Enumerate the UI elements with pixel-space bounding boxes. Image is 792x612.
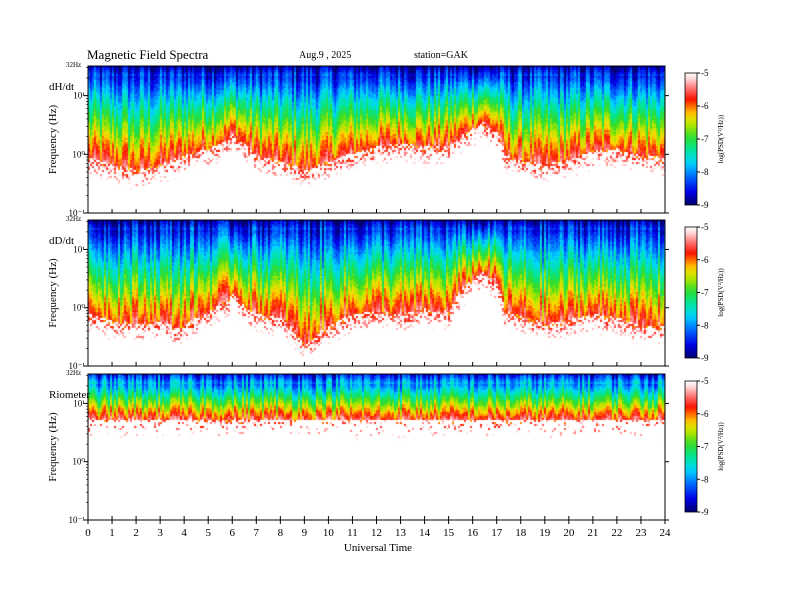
x-tick-label: 0	[85, 527, 91, 539]
colorbar-tick-label: -5	[701, 376, 709, 386]
y-tick-label: 10⁰	[72, 457, 85, 467]
x-tick-label: 21	[587, 527, 598, 539]
x-tick-label: 1	[109, 527, 115, 539]
colorbar-tick-label: -5	[701, 222, 709, 232]
y-axis-label: Frequency (Hz)	[47, 258, 59, 328]
colorbar-tick-label: -8	[701, 320, 709, 330]
spectrogram-panel: Riometer 32Hz 10¹ 10⁰ 10⁻¹ Frequency (Hz) -5 -6…	[47, 369, 725, 525]
colorbar-tick-label: -6	[701, 409, 709, 419]
spectrogram-panels: dH/dt 32Hz 10¹ 10⁰ 10⁻¹ Frequency (Hz) -5 -6 -7 -…	[47, 61, 725, 525]
colorbar-tick-label: -8	[701, 474, 709, 484]
x-tick-label: 3	[157, 527, 163, 539]
panel-top-label: 32Hz	[66, 61, 81, 69]
x-tick-label: 18	[515, 527, 527, 539]
colorbar-tick-label: -6	[701, 101, 709, 111]
x-tick-label: 24	[660, 527, 672, 539]
x-tick-label: 17	[491, 527, 503, 539]
station-label: station=GAK	[414, 50, 469, 61]
panel-top-label: 32Hz	[66, 369, 81, 377]
x-tick-label: 7	[254, 527, 260, 539]
colorbar-tick-label: -8	[701, 167, 709, 177]
x-tick-label: 14	[419, 527, 431, 539]
x-tick-label: 16	[467, 527, 479, 539]
x-axis-label: Universal Time	[344, 542, 412, 554]
panel-label: dD/dt	[49, 235, 74, 247]
colorbar	[684, 226, 698, 359]
y-tick-label: 10⁰	[72, 303, 85, 313]
colorbar-tick-label: -9	[701, 507, 709, 517]
x-tick-label: 4	[181, 527, 187, 539]
x-tick-label: 11	[347, 527, 358, 539]
spectrogram-panel: dH/dt 32Hz 10¹ 10⁰ 10⁻¹ Frequency (Hz) -5 -6 -7 -…	[47, 61, 725, 218]
x-tick-label: 13	[395, 527, 407, 539]
x-tick-label: 6	[230, 527, 236, 539]
y-tick-label: 10¹	[73, 398, 85, 408]
colorbar-tick-label: -7	[701, 288, 709, 298]
colorbar-tick-label: -9	[701, 200, 709, 210]
spectrogram-heatmap	[88, 374, 665, 520]
x-tick-label: 12	[371, 527, 382, 539]
colorbar-tick-label: -7	[701, 442, 709, 452]
colorbar-tick-label: -7	[701, 134, 709, 144]
x-tick-label: 9	[302, 527, 308, 539]
y-tick-label: 10⁻¹	[69, 361, 86, 371]
colorbar-label: log(PSD(V²/Hz))	[717, 114, 725, 163]
x-tick-label: 23	[635, 527, 647, 539]
colorbar-label: log(PSD(V²/Hz))	[717, 268, 725, 317]
x-tick-label: 5	[205, 527, 211, 539]
x-tick-label: 2	[133, 527, 139, 539]
x-tick-label: 20	[563, 527, 575, 539]
y-tick-label: 10¹	[73, 91, 85, 101]
y-tick-label: 10⁰	[72, 149, 85, 159]
spectrogram-heatmap	[88, 66, 665, 213]
x-tick-label: 22	[611, 527, 622, 539]
y-tick-label: 10¹	[73, 244, 85, 254]
spectrogram-panel: dD/dt 32Hz 10¹ 10⁰ 10⁻¹ Frequency (Hz) -5 -6 -7 -…	[47, 215, 725, 371]
y-axis-label: Frequency (Hz)	[47, 412, 59, 482]
colorbar-tick-label: -5	[701, 68, 709, 78]
spectrogram-heatmap	[88, 220, 665, 366]
colorbar	[684, 380, 698, 513]
x-tick-label: 15	[443, 527, 455, 539]
x-axis: 0 1 2 3 4 5 6 7 8 9 10 11 12 13 14 15 16 17 18 19 20 21 22 23 24	[85, 520, 671, 539]
colorbar-label: log(PSD(V²/Hz))	[717, 422, 725, 471]
y-tick-label: 10⁻¹	[69, 208, 86, 218]
colorbar	[684, 72, 698, 206]
figure-date: Aug.9 , 2025	[299, 50, 351, 61]
colorbar-tick-label: -9	[701, 353, 709, 363]
panel-label: dH/dt	[49, 81, 74, 93]
panel-label: Riometer	[49, 389, 90, 401]
panel-top-label: 32Hz	[66, 215, 81, 223]
x-tick-label: 10	[323, 527, 335, 539]
x-tick-label: 8	[278, 527, 284, 539]
colorbar-tick-label: -6	[701, 255, 709, 265]
figure-title: Magnetic Field Spectra	[87, 47, 209, 62]
x-tick-label: 19	[539, 527, 551, 539]
y-axis-label: Frequency (Hz)	[47, 105, 59, 175]
y-tick-label: 10⁻¹	[69, 515, 86, 525]
